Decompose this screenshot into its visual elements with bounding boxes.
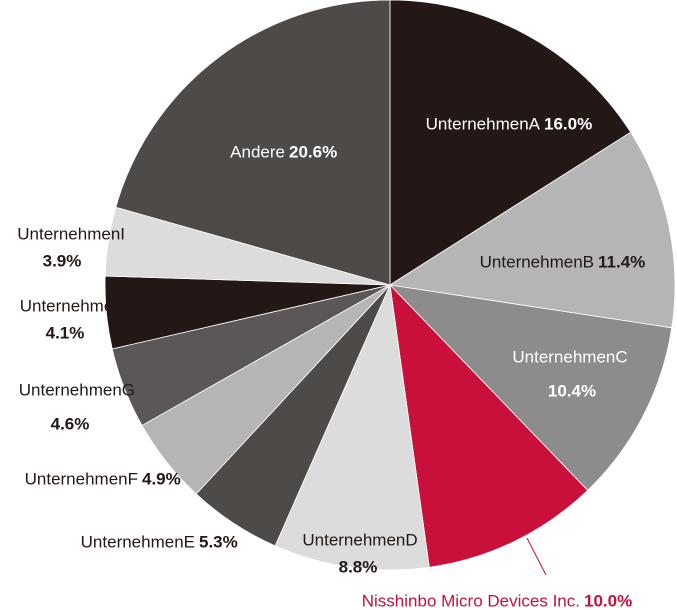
slice-name: Nisshinbo Micro Devices Inc. — [362, 591, 580, 610]
slice-name: UnternehmenC — [512, 347, 627, 366]
pie-slice — [274, 283, 430, 571]
pie-slice — [388, 131, 676, 329]
slice-value: 3.9% — [43, 251, 82, 270]
slice-name: UnternehmenE — [81, 532, 195, 551]
pie-slice — [389, 0, 632, 286]
slice-value: 16.0% — [544, 114, 592, 133]
slice-name: UnternehmenH — [20, 296, 135, 315]
slice-value: 20.6% — [289, 142, 337, 161]
slice-name: UnternehmenA — [426, 114, 541, 133]
slice-value: 5.3% — [199, 532, 238, 551]
slice-value: 4.1% — [46, 323, 85, 342]
pie-slice — [388, 284, 673, 491]
leader-line — [526, 537, 547, 576]
slice-value: 8.8% — [339, 557, 378, 576]
slice-name: Andere — [230, 142, 285, 161]
slice-value: 10.0% — [584, 591, 632, 610]
slice-value: 4.6% — [51, 414, 90, 433]
pie-slice — [115, 0, 391, 286]
slice-value: 11.4% — [598, 252, 645, 271]
slice-name: UnternehmenB — [480, 252, 594, 271]
slice-value: 10.4% — [548, 381, 596, 400]
slice-value: 4.9% — [142, 469, 181, 488]
slice-name: UnternehmenF — [25, 469, 138, 488]
slice-name: UnternehmenG — [19, 380, 135, 399]
pie-slice — [389, 283, 589, 568]
slice-name: UnternehmenD — [302, 530, 417, 549]
slice-name: UnternehmenI — [17, 224, 125, 243]
